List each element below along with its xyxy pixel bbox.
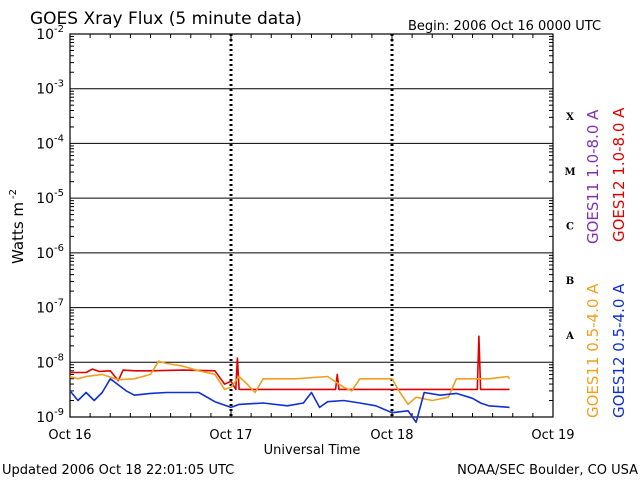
series-line-1 (70, 335, 510, 391)
flare-class-label: X (566, 112, 574, 123)
y-tick-labels: 10-2 10-3 10-4 10-5 10-6 10-7 10-8 10-9 (36, 24, 64, 426)
flare-class-labels: X M C B A (564, 112, 575, 342)
series-line-2 (69, 360, 511, 406)
flare-class-label: C (566, 222, 574, 233)
y-tick-label: 10-7 (36, 298, 64, 317)
updated-timestamp: Updated 2006 Oct 18 22:01:05 UTC (2, 463, 234, 478)
legend-goes11-long: GOES11 1.0-8.0 A (584, 109, 602, 244)
legend-goes12-long: GOES12 1.0-8.0 A (610, 107, 628, 242)
y-tick-label: 10-3 (36, 79, 64, 98)
series-line-3 (69, 377, 510, 424)
y-tick-label: 10-9 (36, 407, 64, 426)
chart-title: GOES Xray Flux (5 minute data) (30, 9, 302, 29)
legend-goes11-short: GOES11 0.5-4.0 A (584, 283, 602, 418)
y-tick-label: 10-5 (36, 188, 64, 207)
x-tick-labels: Oct 16 Oct 17 Oct 18 Oct 19 (48, 428, 574, 443)
y-tick-label: 10-8 (36, 352, 64, 371)
plot-frame (69, 33, 554, 418)
legend: GOES11 1.0-8.0 A GOES12 1.0-8.0 A GOES11… (584, 107, 628, 418)
x-axis-label: Universal Time (264, 443, 361, 458)
y-tick-label: 10-6 (36, 243, 64, 262)
x-tick-label: Oct 19 (531, 428, 574, 443)
y-tick-label: 10-2 (36, 24, 64, 43)
legend-goes12-short: GOES12 0.5-4.0 A (610, 283, 628, 418)
flare-class-label: A (565, 331, 574, 342)
x-tick-label: Oct 16 (48, 428, 91, 443)
series-layer (69, 335, 511, 424)
flare-class-label: B (566, 276, 574, 287)
y-axis-label-text: Watts m (9, 202, 27, 264)
y-axis-label: Watts m -2 (8, 189, 27, 264)
grid (69, 34, 554, 417)
credit-text: NOAA/SEC Boulder, CO USA (457, 463, 638, 478)
y-axis-label-exponent: -2 (8, 189, 19, 199)
begin-timestamp: Begin: 2006 Oct 16 0000 UTC (408, 19, 601, 34)
x-tick-label: Oct 18 (370, 428, 413, 443)
x-tick-label: Oct 17 (209, 428, 252, 443)
flare-class-label: M (564, 167, 575, 178)
y-tick-label: 10-4 (36, 133, 64, 152)
